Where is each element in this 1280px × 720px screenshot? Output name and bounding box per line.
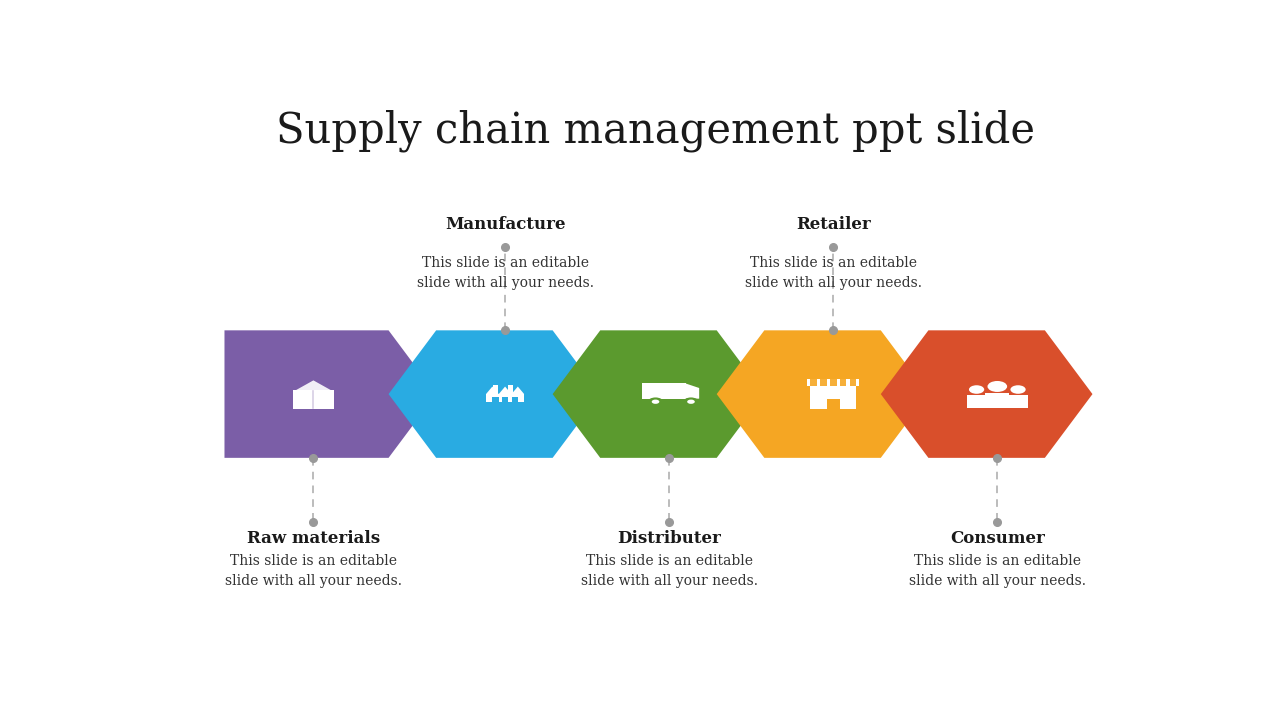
Circle shape (648, 397, 663, 406)
Polygon shape (986, 392, 1010, 408)
Bar (827, 399, 840, 409)
Polygon shape (486, 387, 525, 394)
Text: Distributer: Distributer (617, 530, 721, 547)
Text: Retailer: Retailer (796, 216, 870, 233)
Polygon shape (808, 379, 859, 387)
Bar (502, 397, 508, 402)
Text: This slide is an editable
slide with all your needs.: This slide is an editable slide with all… (909, 554, 1085, 588)
FancyBboxPatch shape (293, 390, 334, 409)
Polygon shape (294, 391, 333, 408)
Text: Consumer: Consumer (950, 530, 1044, 547)
Circle shape (687, 400, 695, 404)
Circle shape (969, 385, 984, 394)
Text: This slide is an editable
slide with all your needs.: This slide is an editable slide with all… (745, 235, 922, 290)
Bar (493, 385, 498, 394)
Bar (508, 385, 513, 394)
Circle shape (684, 397, 699, 406)
Text: Manufacture: Manufacture (445, 216, 566, 233)
Bar (829, 379, 837, 387)
Bar (820, 379, 827, 387)
Polygon shape (486, 394, 525, 402)
Polygon shape (553, 330, 764, 458)
Text: This slide is an editable
slide with all your needs.: This slide is an editable slide with all… (416, 235, 594, 290)
Polygon shape (966, 395, 987, 408)
Polygon shape (717, 330, 928, 458)
Polygon shape (686, 384, 699, 399)
Text: Raw materials: Raw materials (247, 530, 380, 547)
Polygon shape (389, 330, 600, 458)
Circle shape (987, 381, 1007, 392)
Circle shape (652, 400, 659, 404)
Polygon shape (641, 384, 686, 399)
Polygon shape (881, 330, 1093, 458)
Polygon shape (294, 380, 333, 401)
Bar (493, 397, 499, 402)
Text: This slide is an editable
slide with all your needs.: This slide is an editable slide with all… (581, 554, 758, 588)
Bar (810, 379, 817, 387)
Bar (840, 379, 846, 387)
Text: This slide is an editable
slide with all your needs.: This slide is an editable slide with all… (225, 554, 402, 588)
Text: Supply chain management ppt slide: Supply chain management ppt slide (276, 109, 1036, 152)
Polygon shape (810, 387, 856, 409)
Bar (512, 397, 517, 402)
Bar (850, 379, 856, 387)
Circle shape (1010, 385, 1025, 394)
Polygon shape (224, 330, 436, 458)
Polygon shape (1009, 395, 1028, 408)
